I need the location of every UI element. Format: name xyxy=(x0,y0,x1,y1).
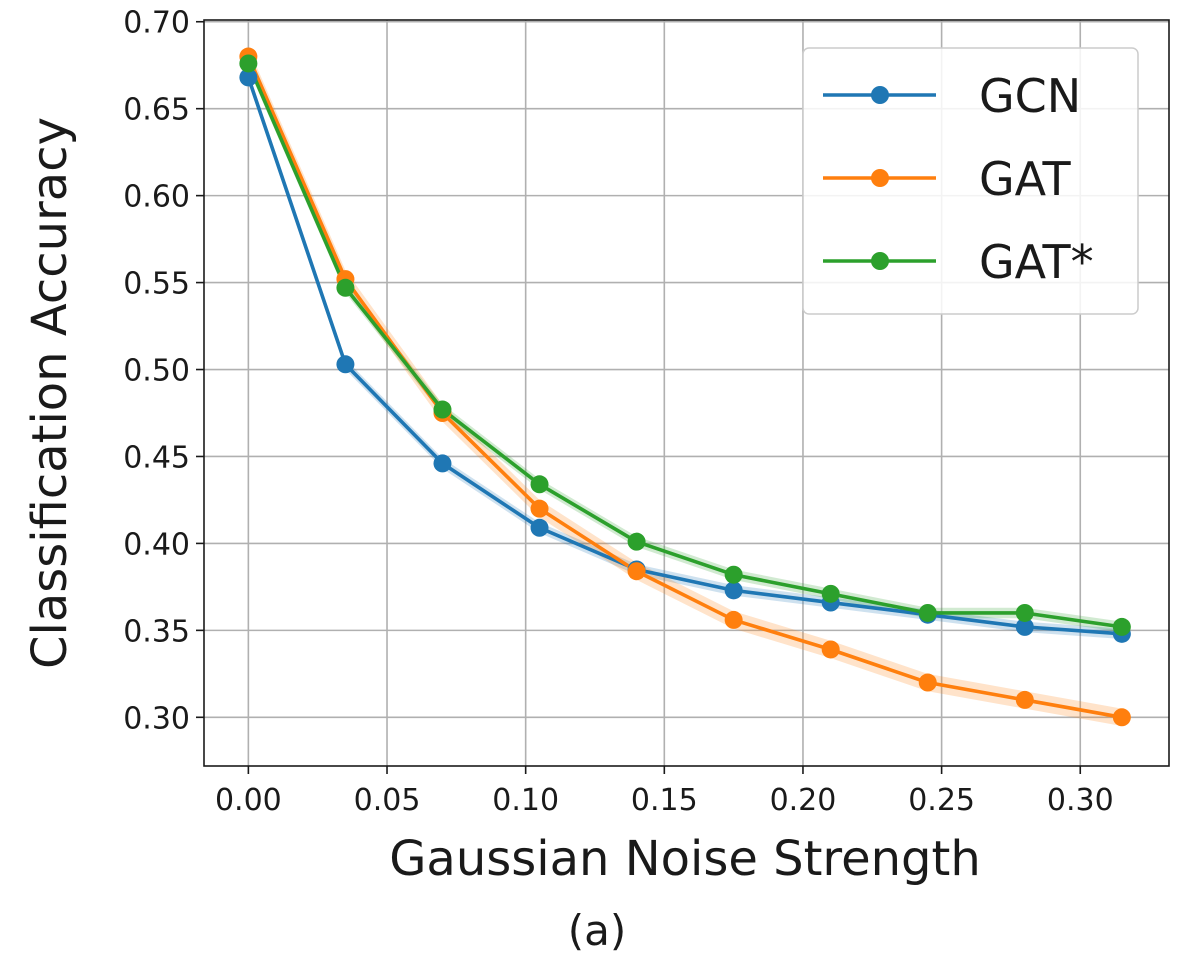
legend-box xyxy=(802,47,1139,315)
gcn-point xyxy=(239,68,258,87)
x-axis-ticks: 0.00 0.05 0.10 0.15 0.20 0.25 0.30 xyxy=(215,766,1114,818)
gat-point xyxy=(821,584,840,603)
gat-legend-label: GAT xyxy=(979,152,1072,206)
gat-point xyxy=(1112,617,1131,636)
gat-point xyxy=(239,54,258,73)
gat-point xyxy=(336,278,355,297)
gcn-point xyxy=(433,454,452,473)
gat-point xyxy=(918,673,937,692)
x-tick-label: 0.00 xyxy=(215,783,282,818)
x-tick-label: 0.15 xyxy=(631,783,698,818)
figure-caption: (a) xyxy=(568,906,627,955)
gat-point xyxy=(627,532,646,551)
gat-legend-label: GAT* xyxy=(979,235,1094,289)
gcn-point xyxy=(530,518,549,537)
gat-point xyxy=(821,640,840,659)
y-tick-label: 0.40 xyxy=(123,527,190,562)
gat-point xyxy=(724,565,743,584)
series-lines xyxy=(246,55,1123,720)
gat-point xyxy=(1112,708,1131,727)
x-tick-label: 0.25 xyxy=(908,783,975,818)
x-tick-label: 0.10 xyxy=(492,783,559,818)
y-tick-label: 0.35 xyxy=(123,614,190,649)
y-axis-ticks: 0.30 0.35 0.40 0.45 0.50 0.55 0.60 0.65 0.70 xyxy=(123,6,204,736)
x-tick-label: 0.20 xyxy=(770,783,837,818)
y-tick-label: 0.30 xyxy=(123,701,190,736)
y-tick-label: 0.65 xyxy=(123,93,190,128)
gat-point xyxy=(1015,603,1034,622)
y-axis-label: Classification Accuracy xyxy=(22,117,78,669)
y-tick-label: 0.60 xyxy=(123,180,190,215)
gat-point xyxy=(433,400,452,419)
y-tick-label: 0.55 xyxy=(123,267,190,302)
gat-legend-marker xyxy=(871,252,889,270)
gcn-line xyxy=(246,76,1122,636)
gcn-legend-label: GCN xyxy=(979,69,1081,123)
y-tick-label: 0.70 xyxy=(123,6,190,41)
gat-point xyxy=(530,475,549,494)
gat-point xyxy=(918,603,937,622)
gat-point xyxy=(530,499,549,518)
x-tick-label: 0.30 xyxy=(1047,783,1114,818)
gat-point xyxy=(627,562,646,581)
legend: GCN GAT GAT* xyxy=(802,47,1139,315)
y-tick-label: 0.45 xyxy=(123,440,190,475)
plot-area-frame xyxy=(203,19,1170,767)
y-tick-label: 0.50 xyxy=(123,354,190,389)
gat-point xyxy=(1015,690,1034,709)
grid xyxy=(204,20,1169,766)
x-axis-label: Gaussian Noise Strength xyxy=(389,831,981,887)
gcn-legend-marker xyxy=(871,86,889,104)
series-markers xyxy=(239,47,1131,727)
x-tick-label: 0.05 xyxy=(354,783,421,818)
gcn-point xyxy=(724,581,743,600)
gat-legend-marker xyxy=(871,169,889,187)
gat-line xyxy=(246,62,1123,629)
gat-point xyxy=(724,610,743,629)
gcn-point xyxy=(1015,617,1034,636)
gcn-point xyxy=(336,355,355,374)
